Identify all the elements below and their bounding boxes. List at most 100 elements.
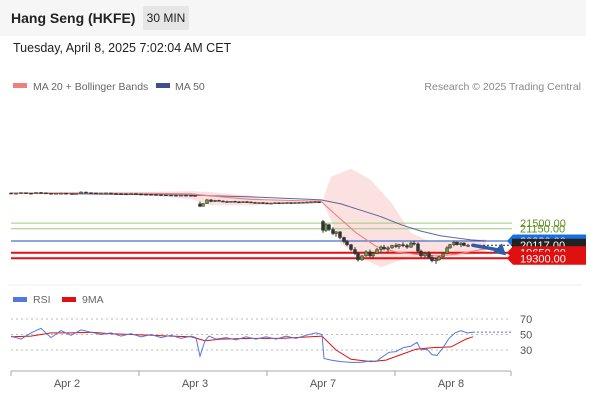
candle-body [409, 242, 413, 248]
candle [364, 250, 368, 257]
candle [375, 247, 379, 255]
candle-body [139, 193, 143, 196]
candle-body [94, 192, 98, 195]
candle-body [29, 192, 33, 195]
candle [386, 246, 390, 252]
candle [44, 192, 48, 195]
candle-body [338, 231, 342, 238]
candle-body [285, 202, 289, 204]
candle-body [331, 229, 335, 234]
legend-swatch-rsi-ma [62, 297, 76, 302]
candle-body [225, 201, 229, 203]
candle [179, 194, 183, 197]
candle-body [305, 201, 309, 204]
candle [353, 247, 357, 256]
candle-body [368, 251, 372, 257]
candle-body [193, 195, 197, 197]
candle-body [129, 193, 133, 195]
candle-body [14, 192, 18, 195]
candle [49, 193, 53, 195]
candle [34, 192, 38, 194]
candle [124, 193, 128, 196]
candle-body [309, 201, 313, 204]
candle-body [301, 202, 305, 204]
candle [164, 194, 168, 197]
candle [174, 194, 178, 197]
candle [193, 195, 197, 197]
candle [119, 193, 123, 195]
candle [466, 243, 470, 248]
candle [269, 202, 273, 205]
candle [305, 201, 309, 204]
candle [79, 191, 83, 194]
candle-body [89, 192, 93, 194]
candle-body [114, 193, 118, 195]
candle [445, 246, 449, 255]
candle-body [379, 246, 383, 250]
candle-body [149, 194, 153, 196]
candle [419, 249, 423, 258]
candle-body [342, 237, 346, 242]
forecast-arrow-head [493, 243, 506, 256]
candle [371, 251, 375, 259]
candle [221, 200, 225, 203]
candle [217, 199, 221, 202]
candle-body [39, 192, 43, 194]
header-bar: Hang Seng (HKFE) 30 MIN [0, 0, 586, 36]
candle-body [261, 202, 265, 204]
legend-label-rsi: RSI [33, 294, 51, 306]
x-tick-label: Apr 3 [182, 378, 208, 390]
attribution-text: Research © 2025 Trading Central [424, 81, 581, 93]
candle [401, 242, 405, 248]
candle [462, 242, 466, 247]
legend-label-rsi-ma: 9MA [82, 294, 104, 306]
candle [14, 192, 18, 195]
support-level-label-bg [507, 251, 586, 265]
timestamp: Tuesday, April 8, 2025 7:02:04 AM CET [13, 41, 232, 55]
candle [338, 231, 342, 240]
candle-body [201, 203, 205, 207]
candle-body [281, 202, 285, 205]
candle-body [390, 245, 394, 249]
candle-body [241, 201, 245, 203]
candle [201, 203, 205, 207]
candle [416, 242, 420, 253]
interval-button[interactable]: 30 MIN [143, 6, 189, 30]
candle [114, 193, 118, 195]
candle-body [229, 201, 233, 203]
candle-body [386, 247, 390, 250]
candle [109, 192, 113, 195]
candle [327, 223, 331, 232]
candle [134, 193, 138, 195]
candle [382, 244, 386, 251]
candle-body [24, 192, 28, 194]
candle-body [327, 224, 331, 230]
candle [257, 202, 261, 204]
candle [293, 202, 297, 204]
candle-body [213, 200, 217, 202]
candle [331, 227, 335, 236]
rsi-tick-label: 70 [520, 314, 532, 326]
candle-body [324, 224, 328, 231]
candle-body [430, 257, 434, 261]
candle [412, 240, 416, 246]
candle-body [221, 200, 225, 203]
candle-body [375, 249, 379, 254]
resistance-level-label: 21500.00 [520, 218, 566, 230]
candle-body [459, 242, 463, 245]
candle-body [334, 231, 338, 234]
candle [139, 193, 143, 196]
candle [427, 251, 431, 260]
candle [297, 201, 301, 204]
candle-body [405, 245, 409, 248]
candle [184, 194, 188, 197]
candle-body [448, 244, 452, 249]
candle-body [427, 253, 431, 258]
candle-body [273, 202, 277, 205]
x-tick-label: Apr 7 [310, 378, 336, 390]
candle-body [79, 191, 83, 194]
rsi-ma-line [10, 331, 474, 363]
candle-body [119, 193, 123, 195]
candle [237, 201, 241, 204]
